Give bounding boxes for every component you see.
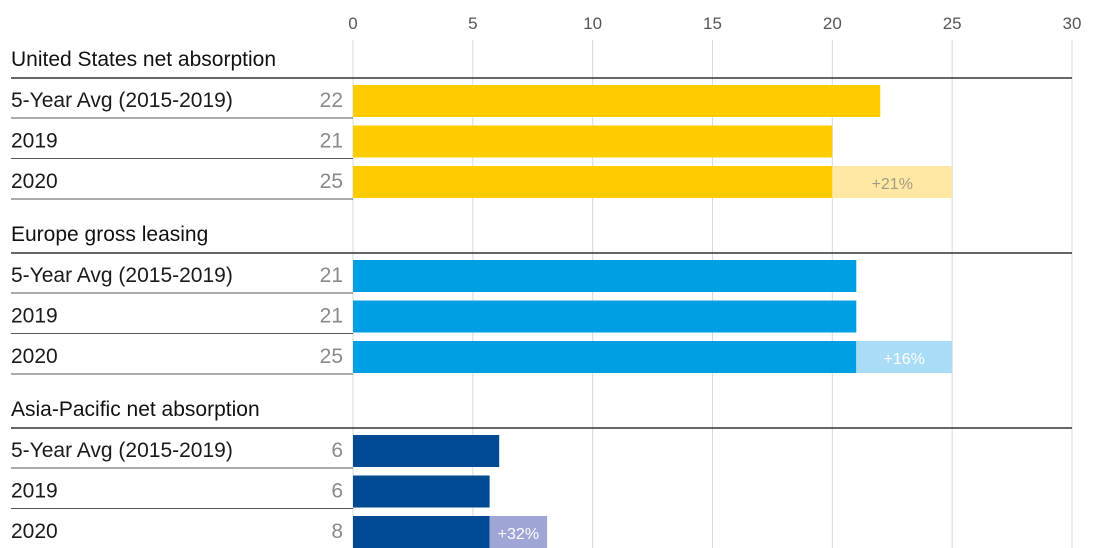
increment-label: +16% <box>884 351 925 368</box>
row-value-label: 6 <box>331 480 343 503</box>
row-label: 5-Year Avg (2015-2019) <box>11 439 233 462</box>
increment-label: +32% <box>498 526 539 543</box>
group-title: Europe gross leasing <box>11 223 208 246</box>
row-value-label: 21 <box>320 264 343 287</box>
bar <box>353 300 857 333</box>
x-tick-label: 5 <box>468 14 477 33</box>
row-value-label: 21 <box>320 130 343 153</box>
x-tick-label: 10 <box>583 14 602 33</box>
bar <box>353 435 500 467</box>
increment-label: +21% <box>872 176 913 193</box>
row-label: 2019 <box>11 130 58 153</box>
group-title: Asia-Pacific net absorption <box>11 398 260 421</box>
row-value-label: 25 <box>320 170 343 193</box>
bar-group: Europe gross leasing 5-Year Avg (2015-201… <box>11 223 1072 375</box>
bar-row: 2020 25 +16% <box>11 341 953 375</box>
bar-row: 2020 25 +21% <box>11 166 953 200</box>
bar <box>353 341 857 373</box>
bar <box>353 516 490 548</box>
row-label: 2019 <box>11 480 58 503</box>
x-tick-label: 20 <box>823 14 842 33</box>
bar-row: 5-Year Avg (2015-2019) 6 <box>11 435 500 469</box>
increment-bar <box>856 341 953 373</box>
increment-bar <box>832 166 953 198</box>
row-value-label: 6 <box>331 439 343 462</box>
row-label: 5-Year Avg (2015-2019) <box>11 89 233 112</box>
x-tick-label: 30 <box>1063 14 1082 33</box>
grid-lines <box>352 40 1073 548</box>
bar-row: 5-Year Avg (2015-2019) 22 <box>11 85 881 119</box>
bar <box>353 475 490 508</box>
row-label: 2019 <box>11 305 58 328</box>
bar-group: United States net absorption 5-Year Avg (… <box>11 48 1072 200</box>
x-tick-label: 0 <box>348 14 357 33</box>
row-label: 5-Year Avg (2015-2019) <box>11 264 233 287</box>
row-value-label: 21 <box>320 305 343 328</box>
bar-row: 2020 8 +32% <box>11 516 548 548</box>
row-label: 2020 <box>11 520 58 543</box>
bar-row: 2019 6 <box>11 475 490 509</box>
row-label: 2020 <box>11 170 58 193</box>
bar <box>353 85 881 117</box>
bar-groups: United States net absorption 5-Year Avg (… <box>11 48 1072 548</box>
x-tick-label: 25 <box>943 14 962 33</box>
bar-row: 5-Year Avg (2015-2019) 21 <box>11 260 857 294</box>
bar-group: Asia-Pacific net absorption 5-Year Avg (2… <box>11 398 1072 548</box>
row-label: 2020 <box>11 345 58 368</box>
row-value-label: 8 <box>331 520 343 543</box>
row-value-label: 25 <box>320 345 343 368</box>
x-tick-label: 15 <box>703 14 722 33</box>
row-value-label: 22 <box>320 89 343 112</box>
group-title: United States net absorption <box>11 48 276 71</box>
bar-row: 2019 21 <box>11 300 857 334</box>
bar <box>353 166 833 198</box>
x-axis-ticks: 0 5 10 15 20 25 30 <box>348 14 1081 33</box>
bar-row: 2019 21 <box>11 125 833 159</box>
increment-bar <box>489 516 548 548</box>
bar <box>353 125 833 158</box>
bar <box>353 260 857 292</box>
